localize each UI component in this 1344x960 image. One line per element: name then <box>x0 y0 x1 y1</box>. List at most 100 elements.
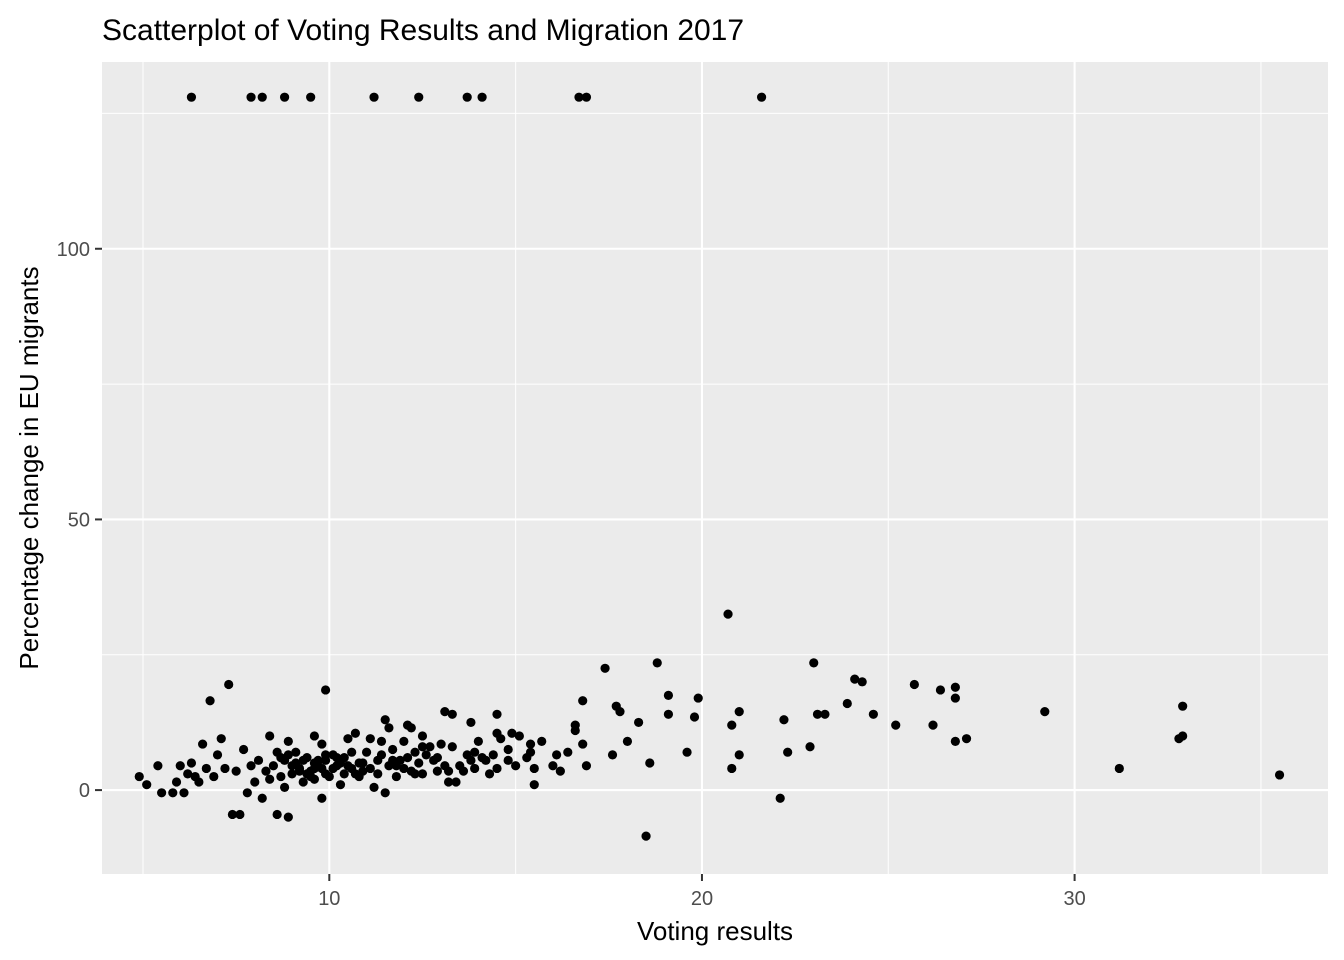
data-point <box>529 763 539 774</box>
data-point <box>265 731 275 741</box>
data-point <box>1040 707 1050 717</box>
minor-gridlines <box>102 62 1328 874</box>
data-point <box>447 709 457 719</box>
data-point <box>157 788 167 798</box>
data-point <box>607 750 618 760</box>
data-point <box>466 755 476 765</box>
data-point <box>320 755 331 765</box>
data-point <box>257 92 267 102</box>
data-point <box>294 766 305 776</box>
data-point <box>231 766 241 776</box>
data-point <box>239 744 249 755</box>
data-point <box>253 755 264 765</box>
data-point <box>581 761 592 771</box>
data-point <box>190 771 200 782</box>
data-point <box>317 763 327 774</box>
data-point <box>727 720 737 730</box>
data-point <box>306 92 316 102</box>
data-point <box>298 755 308 765</box>
data-point <box>470 747 480 757</box>
data-point <box>291 747 301 757</box>
data-point <box>369 92 379 102</box>
data-point <box>451 777 461 787</box>
data-point <box>175 761 185 771</box>
data-point <box>961 734 972 744</box>
data-point <box>809 658 819 668</box>
data-point <box>462 92 472 102</box>
data-point <box>380 788 390 798</box>
data-point <box>820 709 830 719</box>
data-point <box>414 758 424 768</box>
data-point <box>652 658 662 668</box>
data-point <box>354 758 364 768</box>
x-axis: 10 20 30 <box>318 874 1086 910</box>
data-point <box>171 777 182 787</box>
data-point <box>734 707 744 717</box>
data-point <box>339 769 349 779</box>
data-point <box>950 736 960 746</box>
data-point <box>1178 731 1188 741</box>
data-point <box>276 753 286 763</box>
data-point <box>358 766 368 776</box>
data-point <box>339 753 349 763</box>
data-point <box>283 750 293 760</box>
plot-panel <box>102 62 1328 874</box>
data-point <box>578 739 588 749</box>
data-point <box>645 758 655 768</box>
data-point <box>224 679 234 690</box>
data-point <box>537 736 547 746</box>
data-point <box>447 742 457 752</box>
data-point <box>216 734 226 744</box>
data-point <box>350 769 360 779</box>
data-point <box>317 739 327 749</box>
data-point <box>440 761 450 771</box>
data-point <box>436 739 446 749</box>
data-point <box>727 763 737 774</box>
data-point <box>805 742 815 752</box>
data-point <box>153 761 163 771</box>
data-point <box>950 693 960 703</box>
data-point <box>641 831 651 841</box>
data-point <box>250 777 260 787</box>
data-point <box>734 750 744 760</box>
data-point <box>432 766 442 776</box>
data-point <box>183 769 193 779</box>
data-point <box>388 744 398 755</box>
data-point <box>298 777 308 787</box>
data-point <box>320 685 331 695</box>
data-point <box>384 761 394 771</box>
data-point <box>563 747 573 757</box>
data-point <box>492 709 502 719</box>
data-point <box>443 777 454 787</box>
data-point <box>417 731 428 741</box>
data-point <box>317 793 327 803</box>
data-point <box>198 739 208 749</box>
data-point <box>402 720 413 730</box>
data-point <box>268 761 279 771</box>
data-point <box>689 712 700 722</box>
data-point <box>186 758 197 768</box>
data-point <box>756 92 767 102</box>
data-point <box>812 709 823 719</box>
data-point <box>186 92 197 102</box>
data-point <box>1114 763 1124 774</box>
data-point <box>272 809 282 820</box>
data-point <box>1274 770 1285 780</box>
data-point <box>600 663 610 673</box>
data-point <box>950 682 960 692</box>
data-point <box>343 734 353 744</box>
y-tick-label: 50 <box>68 509 90 531</box>
data-point <box>492 763 502 774</box>
data-point <box>361 747 372 757</box>
data-point <box>615 707 625 717</box>
data-point <box>246 92 256 102</box>
data-point <box>622 736 633 746</box>
y-tick-label: 0 <box>79 780 90 802</box>
data-point <box>496 734 506 744</box>
data-point <box>332 761 342 771</box>
data-point <box>414 92 424 102</box>
data-point <box>287 769 297 779</box>
data-point <box>201 763 211 774</box>
data-point <box>283 812 293 822</box>
chart-title: Scatterplot of Voting Results and Migrat… <box>102 14 744 47</box>
